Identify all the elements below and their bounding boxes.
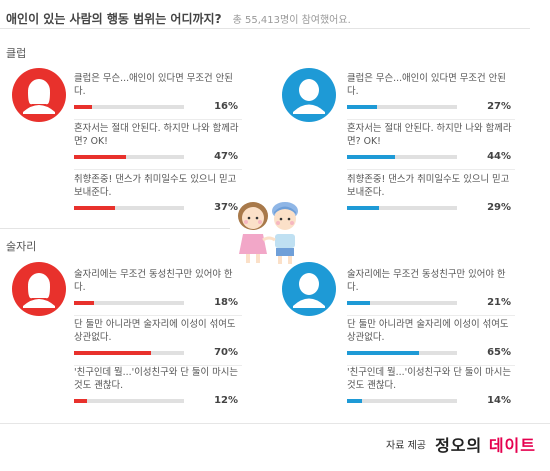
option-text: 단 둘만 아니라면 술자리에 이성이 섞여도 상관없다. — [347, 319, 509, 343]
section-title-club: 클럽 — [6, 47, 27, 60]
male-avatar-icon — [282, 68, 336, 122]
result-bar — [347, 351, 457, 355]
result-bar — [74, 206, 184, 210]
result-bar-fill — [347, 301, 371, 305]
option-text: 클럽은 무슨...애인이 있다면 무조건 안된다. — [74, 73, 233, 97]
option-text: 클럽은 무슨...애인이 있다면 무조건 안된다. — [347, 73, 506, 97]
option-divider — [347, 315, 515, 316]
female-club-option-2: 혼자서는 절대 안된다. 하지만 나와 함께라면? OK! 47% — [74, 122, 242, 170]
female-drinking-option-2: 단 둘만 아니라면 술자리에 이성이 섞여도 상관없다. 70% — [74, 318, 242, 366]
option-text: 혼자서는 절대 안된다. 하지만 나와 함께라면? OK! — [347, 123, 512, 147]
poll-card: 애인이 있는 사람의 행동 범위는 어디까지? 총 55,413명이 참여했어요… — [0, 8, 550, 424]
female-avatar-icon — [12, 68, 66, 122]
option-percent: 44% — [487, 151, 511, 162]
option-text: 술자리에는 무조건 동성친구만 있어야 한다. — [347, 269, 506, 293]
result-bar — [347, 105, 457, 109]
couple-illustration — [228, 196, 310, 268]
female-drinking-option-1: 술자리에는 무조건 동성친구만 있어야 한다. 18% — [74, 268, 242, 316]
option-divider — [347, 169, 515, 170]
result-bar — [74, 105, 184, 109]
male-avatar-icon — [282, 262, 336, 316]
section-divider — [0, 228, 230, 229]
option-text: 단 둘만 아니라면 술자리에 이성이 섞여도 상관없다. — [74, 319, 236, 343]
result-bar — [74, 155, 184, 159]
poll-question: 애인이 있는 사람의 행동 범위는 어디까지? — [6, 12, 222, 26]
poll-header: 애인이 있는 사람의 행동 범위는 어디까지? 총 55,413명이 참여했어요… — [6, 8, 351, 26]
result-bar-fill — [74, 206, 115, 210]
option-divider — [347, 119, 515, 120]
female-club-option-1: 클럽은 무슨...애인이 있다면 무조건 안된다. 16% — [74, 72, 242, 120]
participant-count: 총 55,413명이 참여했어요. — [232, 15, 351, 26]
result-bar-fill — [347, 206, 379, 210]
option-text: '친구인데 뭘...'이성친구와 단 둘이 마시는 것도 괜찮다. — [74, 367, 239, 391]
female-avatar-icon — [12, 262, 66, 316]
option-text: '친구인데 뭘...'이성친구와 단 둘이 마시는 것도 괜찮다. — [347, 367, 512, 391]
male-club-option-2: 혼자서는 절대 안된다. 하지만 나와 함께라면? OK! 44% — [347, 122, 515, 170]
result-bar-fill — [347, 105, 377, 109]
female-club-option-3: 취향존중! 댄스가 취미일수도 있으니 믿고 보내준다. 37% — [74, 173, 242, 216]
option-percent: 70% — [214, 347, 238, 358]
result-bar — [347, 206, 457, 210]
result-bar — [347, 399, 457, 403]
result-bar-fill — [347, 351, 419, 355]
male-drinking-option-2: 단 둘만 아니라면 술자리에 이성이 섞여도 상관없다. 65% — [347, 318, 515, 366]
option-percent: 29% — [487, 202, 511, 213]
result-bar — [74, 399, 184, 403]
option-divider — [74, 119, 242, 120]
option-text: 술자리에는 무조건 동성친구만 있어야 한다. — [74, 269, 233, 293]
result-bar — [74, 301, 184, 305]
result-bar — [347, 155, 457, 159]
source-credit: 자료 제공 정오의 데이트 — [386, 432, 536, 456]
credit-label: 자료 제공 — [386, 440, 426, 452]
result-bar-fill — [74, 155, 126, 159]
brand-logo: 정오의 데이트 — [435, 436, 536, 455]
result-bar — [74, 351, 184, 355]
option-divider — [74, 169, 242, 170]
male-club-option-1: 클럽은 무슨...애인이 있다면 무조건 안된다. 27% — [347, 72, 515, 120]
result-bar-fill — [347, 155, 396, 159]
male-drinking-option-3: '친구인데 뭘...'이성친구와 단 둘이 마시는 것도 괜찮다. 14% — [347, 366, 515, 409]
result-bar-fill — [74, 105, 92, 109]
option-percent: 21% — [487, 297, 511, 308]
option-text: 취향존중! 댄스가 취미일수도 있으니 믿고 보내준다. — [347, 174, 510, 198]
option-divider — [74, 365, 242, 366]
option-percent: 18% — [214, 297, 238, 308]
male-club-option-3: 취향존중! 댄스가 취미일수도 있으니 믿고 보내준다. 29% — [347, 173, 515, 216]
brand-name-main: 정오의 — [435, 436, 483, 455]
option-percent: 16% — [214, 101, 238, 112]
result-bar-fill — [74, 399, 88, 403]
male-drinking-option-1: 술자리에는 무조건 동성친구만 있어야 한다. 21% — [347, 268, 515, 316]
section-title-drinking: 술자리 — [6, 240, 37, 253]
result-bar-fill — [74, 351, 151, 355]
option-text: 취향존중! 댄스가 취미일수도 있으니 믿고 보내준다. — [74, 174, 237, 198]
option-percent: 14% — [487, 395, 511, 406]
female-drinking-option-3: '친구인데 뭘...'이성친구와 단 둘이 마시는 것도 괜찮다. 12% — [74, 366, 242, 409]
option-percent: 37% — [214, 202, 238, 213]
brand-name-accent: 데이트 — [488, 436, 536, 455]
option-divider — [74, 315, 242, 316]
option-divider — [347, 365, 515, 366]
option-percent: 47% — [214, 151, 238, 162]
result-bar-fill — [347, 399, 363, 403]
option-percent: 12% — [214, 395, 238, 406]
option-percent: 65% — [487, 347, 511, 358]
result-bar-fill — [74, 301, 94, 305]
header-divider — [0, 28, 530, 29]
result-bar — [347, 301, 457, 305]
option-percent: 27% — [487, 101, 511, 112]
option-text: 혼자서는 절대 안된다. 하지만 나와 함께라면? OK! — [74, 123, 239, 147]
